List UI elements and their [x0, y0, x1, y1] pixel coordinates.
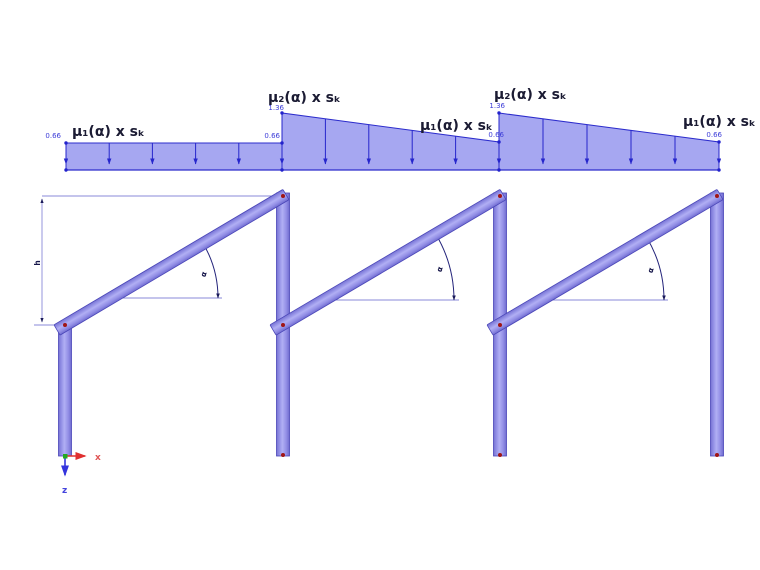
load-value-peak2: 1.36	[489, 102, 505, 110]
rafter-2[interactable]	[269, 189, 507, 336]
angle-label-alpha: α	[199, 270, 209, 278]
support-node[interactable]	[715, 453, 719, 457]
node[interactable]	[498, 323, 502, 327]
load-arrows	[63, 113, 722, 165]
load-value-span2-right: 0.66	[488, 131, 504, 139]
structure-nodes	[63, 194, 719, 457]
node[interactable]	[498, 194, 502, 198]
support-node[interactable]	[281, 453, 285, 457]
rafter-2-group	[269, 189, 507, 336]
node[interactable]	[281, 323, 285, 327]
load-node	[280, 111, 284, 115]
column-3[interactable]	[710, 192, 724, 457]
frame-structure	[53, 189, 724, 457]
snow-load-diagram: μ₁(α) x sₖ μ₂(α) x sₖ μ₁(α) x sₖ μ₂(α) x…	[45, 87, 756, 172]
load-node	[497, 140, 501, 144]
load-profile-nodes	[64, 111, 721, 172]
x-axis-label: x	[95, 453, 101, 463]
load-value-peak1: 1.36	[268, 104, 284, 112]
angle-arc	[202, 242, 220, 299]
load-node	[64, 168, 68, 172]
load-value-right-end: 0.66	[706, 131, 722, 139]
load-node	[717, 140, 721, 144]
load-value-left-end: 0.66	[45, 132, 61, 140]
load-node	[497, 111, 501, 115]
column-left-eave[interactable]	[58, 324, 72, 457]
load-value-span1-right: 0.66	[264, 132, 280, 140]
rafter-1-group	[53, 189, 290, 336]
angle-label-alpha: α	[435, 265, 445, 273]
rafter-1[interactable]	[53, 189, 290, 336]
load-label-peak2: μ₂(α) x sₖ	[494, 87, 567, 103]
angle-label-alpha: α	[646, 266, 656, 274]
z-axis-label: z	[62, 486, 67, 496]
load-block-uniform-span1[interactable]	[65, 142, 283, 171]
rafter-3[interactable]	[486, 189, 724, 336]
load-label-span3: μ₁(α) x sₖ	[683, 114, 756, 130]
load-label-span2: μ₁(α) x sₖ	[420, 118, 493, 134]
rafter-3-group	[486, 189, 724, 336]
dimension-label-h: h	[33, 260, 42, 265]
load-node	[280, 168, 284, 172]
node[interactable]	[63, 323, 67, 327]
node[interactable]	[715, 194, 719, 198]
load-label-span1: μ₁(α) x sₖ	[72, 124, 145, 140]
load-node	[64, 141, 68, 145]
load-label-peak1: μ₂(α) x sₖ	[268, 90, 341, 106]
node[interactable]	[281, 194, 285, 198]
support-node[interactable]	[498, 453, 502, 457]
origin-node[interactable]	[63, 454, 68, 459]
height-dimension: h	[33, 195, 277, 326]
load-node	[497, 168, 501, 172]
coordinate-system: x z	[61, 452, 101, 496]
load-node	[280, 141, 284, 145]
load-node	[717, 168, 721, 172]
